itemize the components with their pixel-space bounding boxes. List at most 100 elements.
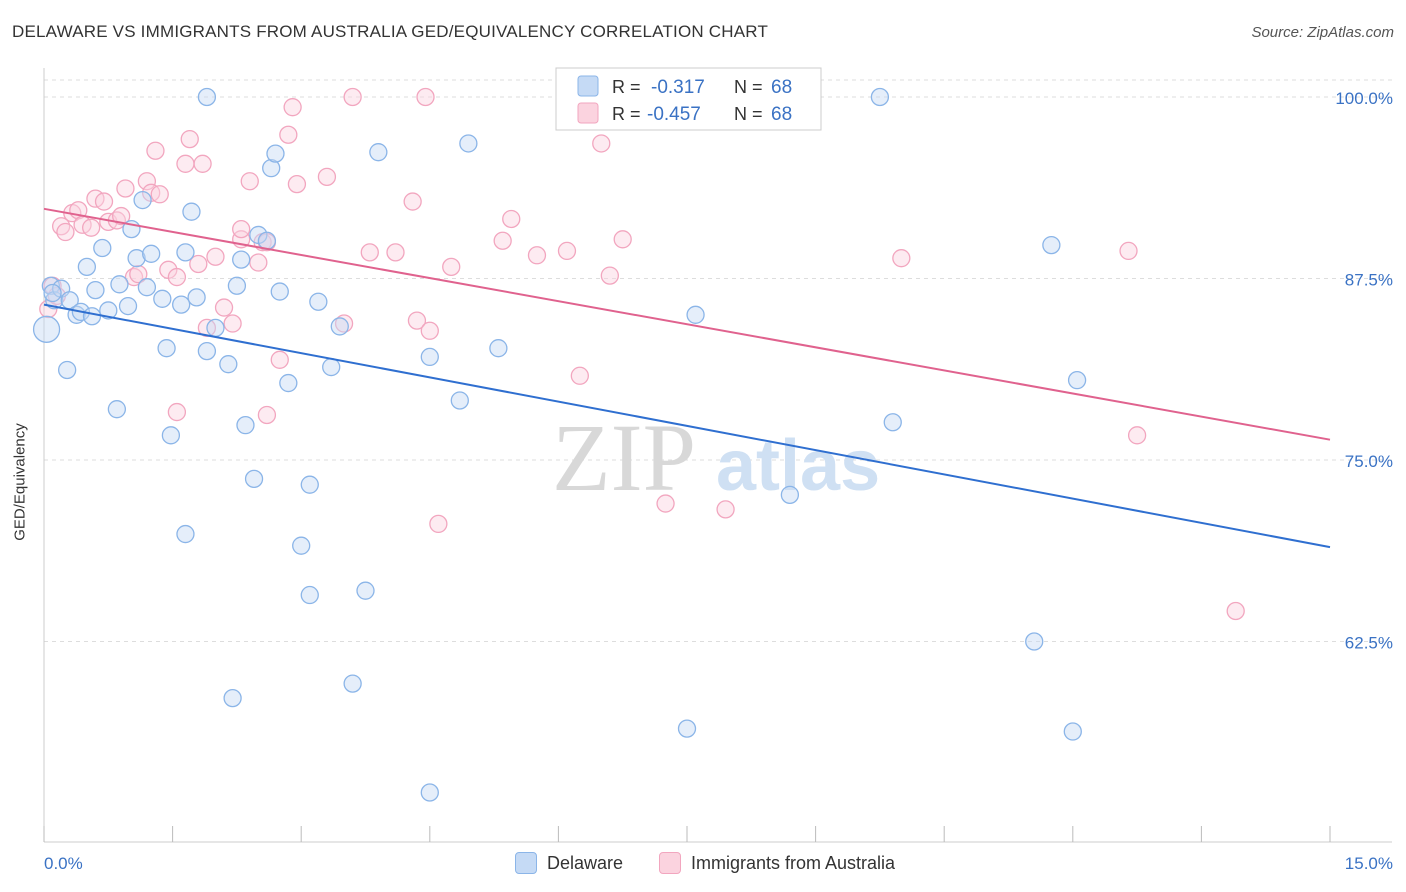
data-point	[309, 292, 328, 311]
data-point	[82, 307, 102, 326]
tick-labels: 62.5% 75.0% 87.5% 100.0% 0.0% 15.0%	[44, 89, 1393, 873]
data-point	[94, 192, 114, 211]
data-point	[283, 98, 302, 117]
data-point	[493, 231, 512, 250]
data-point	[82, 218, 101, 237]
data-point	[570, 366, 589, 385]
legend-box: R = -0.317 N = 68 R = -0.457 N = 68	[555, 67, 822, 131]
legend-n-value-2: 68	[771, 104, 792, 125]
data-point	[450, 391, 469, 410]
data-point	[206, 318, 225, 338]
data-point	[187, 288, 206, 307]
legend-r-value-2: -0.457	[647, 104, 701, 125]
data-point	[127, 249, 146, 268]
data-point	[223, 688, 242, 708]
data-point	[557, 241, 577, 261]
data-point	[386, 243, 405, 262]
bottom-legend-australia[interactable]: Immigrants from Australia	[659, 852, 895, 874]
data-point	[142, 244, 161, 263]
data-point	[232, 250, 251, 269]
data-point	[129, 264, 148, 284]
points-immigrants-australia	[39, 87, 1245, 621]
legend-swatch-australia	[577, 102, 599, 124]
trend-line	[43, 303, 1331, 549]
y-tick-label: 87.5%	[1345, 271, 1393, 290]
data-point	[407, 311, 427, 330]
data-point	[167, 267, 187, 287]
data-point	[182, 202, 201, 221]
y-tick-label: 62.5%	[1345, 634, 1393, 653]
gridlines	[44, 79, 1392, 642]
legend-n-label-2: N =	[734, 104, 763, 124]
data-point	[883, 413, 902, 432]
data-point	[317, 167, 337, 187]
data-point	[343, 674, 362, 693]
data-point	[116, 179, 135, 198]
data-point	[429, 514, 448, 534]
data-point	[279, 125, 298, 144]
data-point	[107, 400, 127, 419]
data-point	[1119, 241, 1138, 261]
data-point	[137, 172, 157, 191]
data-point	[1067, 370, 1087, 390]
data-point	[157, 339, 176, 358]
data-point	[1226, 601, 1245, 621]
data-point	[223, 314, 242, 333]
legend-n-value-1: 68	[771, 77, 792, 98]
legend-r-label-1: R =	[612, 77, 641, 97]
data-point	[153, 289, 172, 308]
data-point	[403, 192, 422, 211]
data-point	[240, 172, 259, 191]
data-point	[86, 280, 105, 300]
data-point	[780, 485, 800, 504]
data-point	[249, 253, 268, 272]
data-point	[600, 266, 619, 285]
data-point	[420, 321, 439, 340]
data-point	[197, 341, 217, 361]
data-point	[167, 402, 187, 422]
data-point	[133, 190, 152, 210]
data-point	[232, 219, 251, 239]
data-point	[180, 129, 199, 149]
data-point	[112, 206, 131, 226]
data-point	[197, 87, 217, 107]
data-point	[206, 247, 225, 266]
data-point	[287, 174, 307, 194]
data-point	[43, 283, 62, 303]
data-point	[369, 143, 388, 162]
data-point	[892, 249, 911, 268]
data-point	[41, 276, 61, 295]
data-point	[244, 469, 264, 489]
data-point	[257, 405, 277, 425]
watermark: ZIP atlas	[552, 404, 880, 511]
data-point	[656, 494, 675, 513]
data-point	[189, 254, 208, 274]
points-delaware	[32, 87, 1087, 802]
data-point	[45, 291, 64, 310]
data-point	[677, 719, 697, 738]
bottom-legend-delaware[interactable]: Delaware	[515, 852, 623, 874]
data-point	[330, 317, 349, 336]
data-point	[489, 339, 508, 358]
data-point	[161, 426, 181, 445]
x-tick-label: 15.0%	[1345, 854, 1393, 873]
watermark-zip: ZIP	[552, 404, 696, 511]
data-point	[99, 301, 118, 320]
data-point	[270, 282, 289, 301]
data-point	[416, 87, 435, 107]
trend-lines	[43, 207, 1331, 549]
data-point	[137, 278, 157, 297]
legend-swatch-delaware	[577, 75, 599, 97]
data-point	[1127, 426, 1147, 445]
data-point	[279, 373, 298, 393]
data-point	[176, 243, 195, 262]
data-point	[227, 276, 247, 295]
data-point	[193, 154, 212, 173]
bottom-legend-swatch-australia	[659, 852, 681, 874]
data-point	[870, 87, 890, 107]
data-point	[77, 257, 97, 277]
data-point	[420, 347, 439, 367]
data-point	[300, 585, 319, 605]
data-point	[110, 275, 129, 294]
